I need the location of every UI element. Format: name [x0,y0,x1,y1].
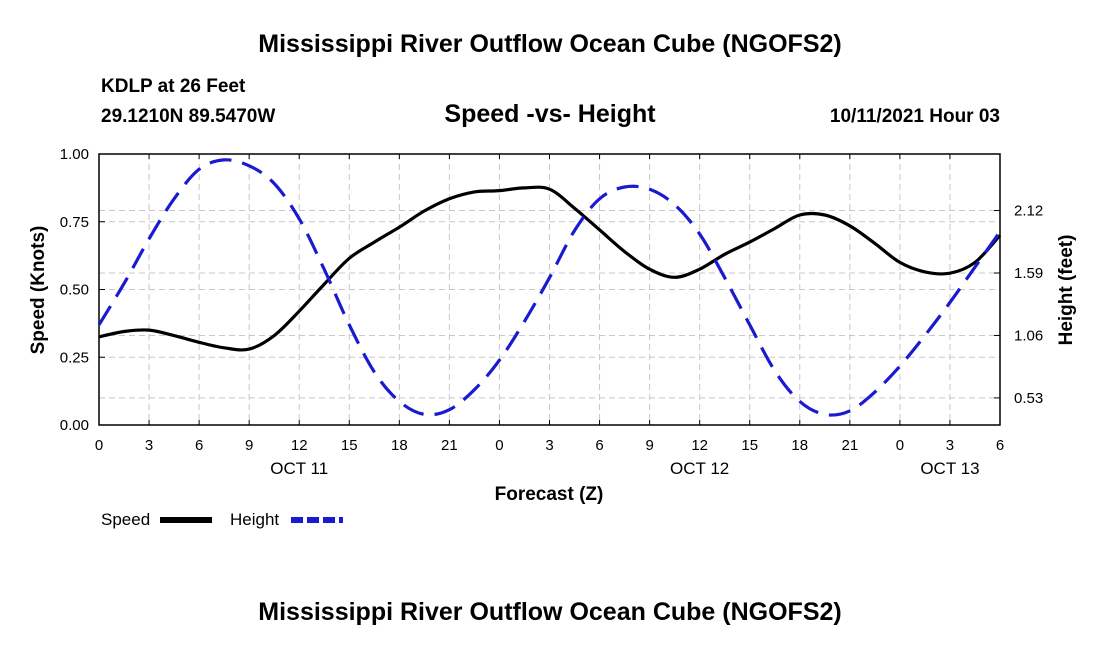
x-tick-label: 21 [841,437,858,454]
date-label: OCT 11 [270,459,328,478]
x-tick-label: 18 [391,437,408,454]
y2-tick-label: 1.06 [1014,327,1043,344]
x-tick-label: 6 [595,437,603,454]
x-tick-label: 9 [245,437,253,454]
footer-title: Mississippi River Outflow Ocean Cube (NG… [258,598,842,626]
legend-height-label: Height [230,510,279,529]
x-tick-label: 3 [145,437,153,454]
x-tick-label: 0 [95,437,103,454]
x-tick-label: 6 [996,437,1004,454]
y-tick-label: 0.50 [60,282,89,299]
y-tick-label: 0.00 [60,417,89,434]
y-tick-label: 1.00 [60,146,89,163]
x-tick-label: 0 [495,437,503,454]
y2-axis-title: Height (feet) [1056,235,1077,346]
x-tick-label: 12 [691,437,708,454]
x-tick-label: 3 [946,437,954,454]
legend-speed-label: Speed [101,510,150,529]
x-tick-label: 9 [645,437,653,454]
x-tick-label: 18 [791,437,808,454]
x-tick-label: 15 [341,437,358,454]
y-tick-label: 0.25 [60,349,89,366]
speed-series-line [98,185,1002,352]
y2-tick-label: 0.53 [1014,390,1043,407]
x-tick-label: 12 [291,437,308,454]
chart-subtitle: Speed -vs- Height [444,100,656,128]
x-tick-label: 6 [195,437,203,454]
height-series-line [97,158,1002,417]
x-tick-label: 3 [545,437,553,454]
x-tick-label: 15 [741,437,758,454]
station-label: KDLP at 26 Feet [101,76,246,97]
grid-lines [99,154,1000,425]
date-label: OCT 13 [920,459,979,478]
x-axis-title: Forecast (Z) [495,484,604,505]
coordinates-label: 29.1210N 89.5470W [101,106,276,127]
y-tick-label: 0.75 [60,214,89,231]
y2-tick-label: 1.59 [1014,265,1043,282]
chart-title: Mississippi River Outflow Ocean Cube (NG… [258,30,842,58]
datetime-label: 10/11/2021 Hour 03 [829,106,1000,127]
x-tick-label: 0 [896,437,904,454]
y2-tick-label: 2.12 [1014,203,1043,220]
x-tick-label: 21 [441,437,458,454]
y-axis-title: Speed (Knots) [28,226,49,355]
date-label: OCT 12 [670,459,729,478]
